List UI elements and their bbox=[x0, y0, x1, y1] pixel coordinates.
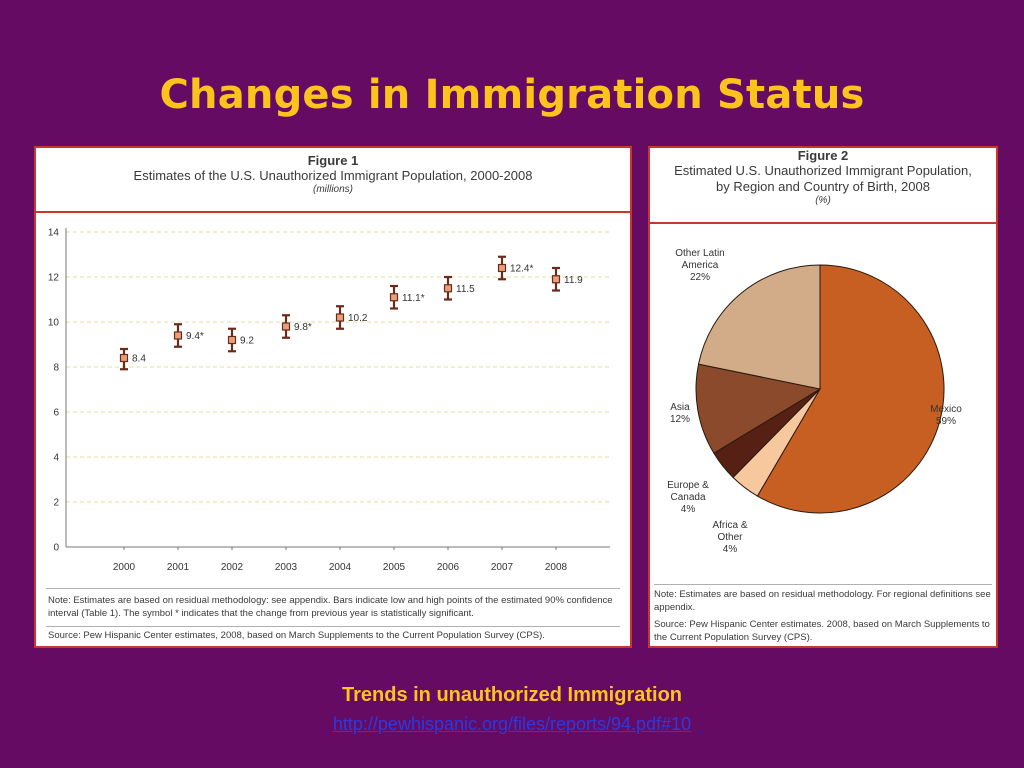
y-tick-label: 0 bbox=[53, 543, 59, 554]
y-tick-label: 6 bbox=[53, 408, 59, 419]
pie-percent-label: 59% bbox=[936, 416, 956, 427]
source-link[interactable]: http://pewhispanic.org/files/reports/94.… bbox=[332, 714, 692, 734]
pie-slice bbox=[756, 264, 945, 514]
figure2-header-divider bbox=[650, 222, 996, 224]
x-tick-label: 2006 bbox=[437, 562, 460, 573]
pie-slice bbox=[697, 264, 821, 390]
data-point bbox=[389, 293, 399, 302]
figure2-title-line2: by Region and Country of Birth, 2008 bbox=[716, 179, 930, 194]
data-point bbox=[119, 353, 129, 363]
x-tick-label: 2008 bbox=[545, 562, 568, 573]
figure1-units: (millions) bbox=[313, 184, 353, 195]
pie-label: Europe & Canada bbox=[667, 480, 709, 503]
data-point bbox=[335, 313, 345, 322]
pie-label: Mexico bbox=[930, 404, 962, 415]
data-point bbox=[497, 263, 507, 273]
pie-label: Asia bbox=[670, 402, 690, 413]
y-tick-label: 4 bbox=[53, 453, 59, 464]
figure1-note-divider bbox=[46, 588, 620, 589]
pie-percent-label: 22% bbox=[690, 272, 710, 283]
data-label: 10.2 bbox=[348, 313, 368, 324]
figure2-number: Figure 2 bbox=[797, 148, 849, 163]
x-tick-label: 2004 bbox=[329, 562, 352, 573]
x-tick-label: 2002 bbox=[221, 562, 244, 573]
data-point bbox=[443, 284, 453, 293]
data-label: 11.9 bbox=[564, 275, 583, 286]
pie-label: Other Latin America bbox=[675, 248, 724, 271]
x-tick-label: 2007 bbox=[491, 562, 514, 573]
figure2-units: (%) bbox=[815, 195, 831, 206]
figure1-source-divider bbox=[46, 626, 620, 627]
figure2-panel: Figure 2 Estimated U.S. Unauthorized Imm… bbox=[648, 146, 998, 648]
figure2-note-divider bbox=[654, 584, 992, 585]
data-label: 9.8* bbox=[294, 322, 312, 333]
figure1-number: Figure 1 bbox=[307, 153, 359, 168]
data-label: 9.4* bbox=[186, 331, 204, 342]
data-label: 11.5 bbox=[456, 284, 475, 295]
slide-title: Changes in Immigration Status bbox=[159, 72, 865, 118]
figure2-source: Source: Pew Hispanic Center estimates. 2… bbox=[654, 619, 990, 643]
data-point bbox=[173, 331, 183, 340]
figure1-title: Estimates of the U.S. Unauthorized Immig… bbox=[133, 168, 533, 183]
figure1-source: Source: Pew Hispanic Center estimates, 2… bbox=[48, 630, 545, 641]
x-tick-label: 2003 bbox=[275, 562, 298, 573]
pie-percent-label: 12% bbox=[670, 414, 690, 425]
x-tick-label: 2000 bbox=[113, 562, 136, 573]
data-label: 8.4 bbox=[132, 354, 146, 365]
figure2-title-line1: Estimated U.S. Unauthorized Immigrant Po… bbox=[674, 163, 972, 178]
pie-slice bbox=[695, 363, 822, 454]
data-point bbox=[551, 275, 561, 284]
pie-label: Africa & Other bbox=[712, 520, 747, 543]
figure1-chart: 0 2 4 6 8 10 12 14 2000 8.4 2001 9.4* 2002 9.2 2003 9.8… bbox=[48, 228, 610, 573]
figure1-header-divider bbox=[36, 211, 630, 213]
data-point bbox=[227, 335, 237, 345]
figure1-panel: Figure 1 Estimates of the U.S. Unauthori… bbox=[34, 146, 632, 648]
y-tick-label: 2 bbox=[53, 498, 59, 509]
x-tick-label: 2001 bbox=[167, 562, 190, 573]
data-point bbox=[281, 322, 291, 331]
pie-percent-label: 4% bbox=[723, 544, 738, 555]
slide-caption: Trends in unauthorized Immigration bbox=[341, 684, 683, 706]
y-tick-label: 12 bbox=[48, 273, 60, 284]
x-tick-label: 2005 bbox=[383, 562, 406, 573]
figure2-header: Figure 2 Estimated U.S. Unauthorized Imm… bbox=[650, 148, 996, 206]
data-label: 12.4* bbox=[510, 264, 533, 275]
y-tick-label: 14 bbox=[48, 228, 60, 239]
y-tick-label: 10 bbox=[48, 318, 60, 329]
figure1-note: Note: Estimates are based on residual me… bbox=[48, 595, 613, 619]
figure1-header: Figure 1 Estimates of the U.S. Unauthori… bbox=[36, 153, 630, 195]
pie-percent-label: 4% bbox=[681, 504, 696, 515]
y-tick-label: 8 bbox=[53, 363, 59, 374]
data-label: 9.2 bbox=[240, 336, 254, 347]
data-label: 11.1* bbox=[402, 293, 425, 304]
figure2-note: Note: Estimates are based on residual me… bbox=[654, 589, 991, 613]
